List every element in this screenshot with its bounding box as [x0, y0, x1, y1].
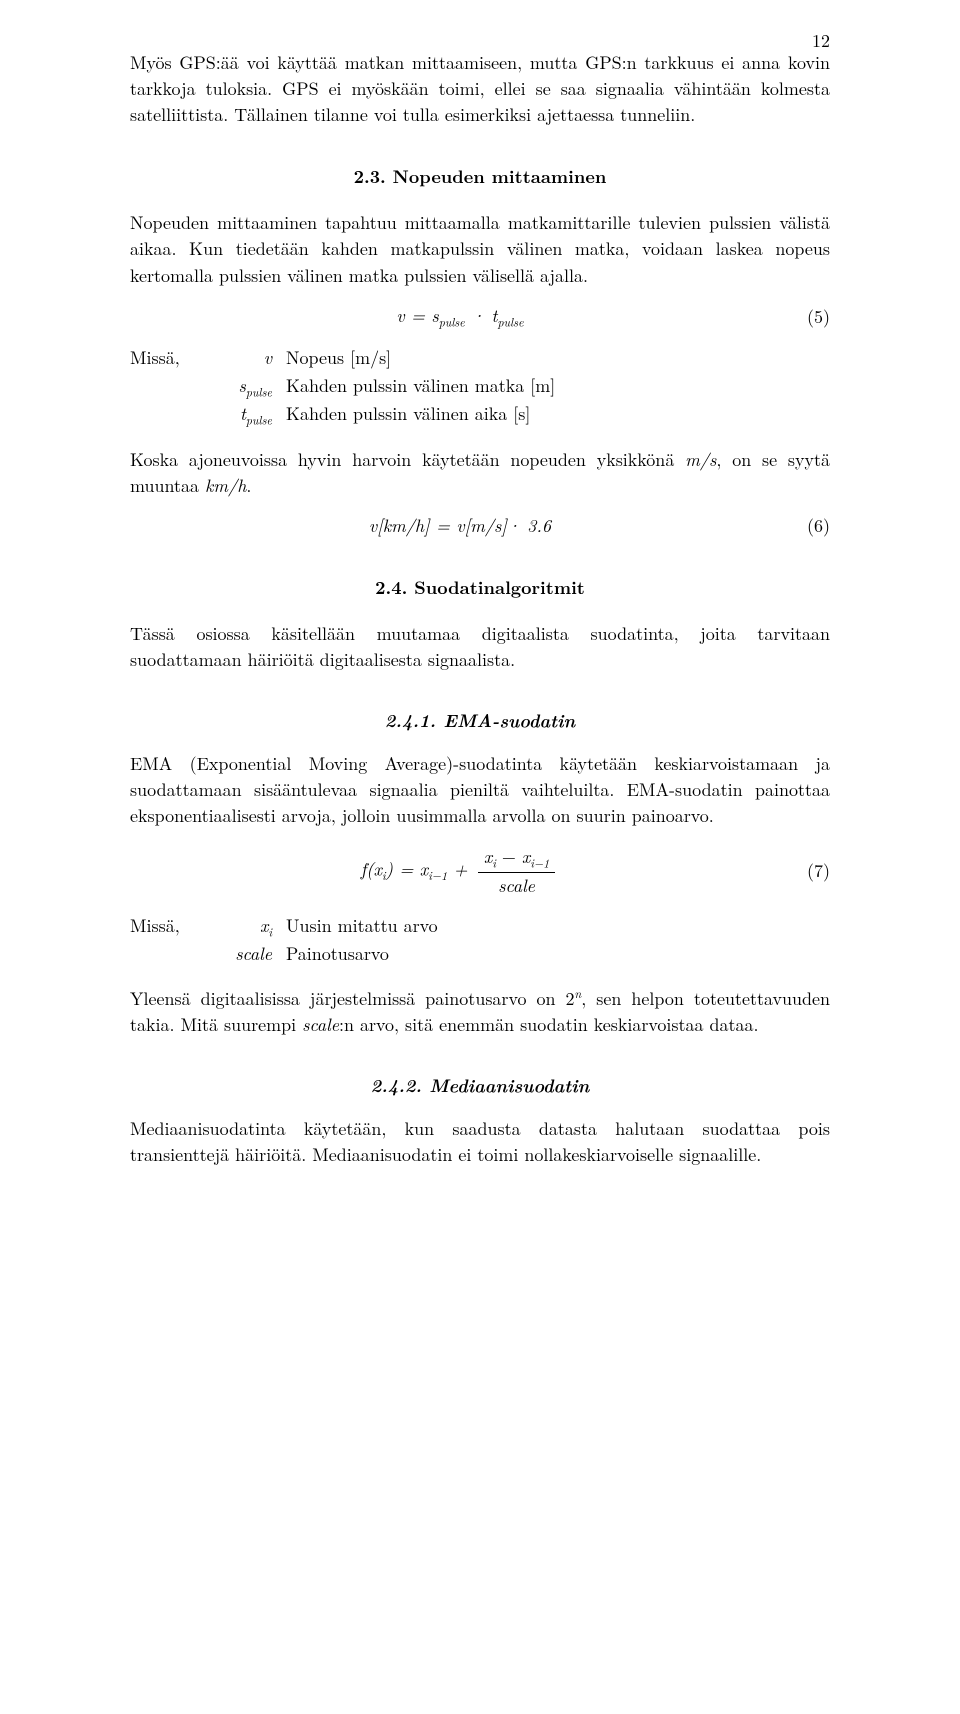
- where-desc: Uusin mitattu arvo: [286, 913, 830, 941]
- where-symbol: xi: [202, 913, 286, 941]
- equation-body: v = spulse · tpulse: [130, 303, 790, 331]
- equation-number: (5): [790, 304, 830, 330]
- section-heading-2-4: 2.4. Suodatinalgoritmit: [130, 575, 830, 601]
- section-heading-2-3: 2.3. Nopeuden mittaaminen: [130, 164, 830, 190]
- equation-5: v = spulse · tpulse (5): [130, 303, 830, 331]
- body-paragraph: EMA (Exponential Moving Average)-suodati…: [130, 751, 830, 829]
- body-paragraph: Mediaanisuodatinta käytetään, kun saadus…: [130, 1116, 830, 1168]
- where-desc: Kahden pulssin välinen aika [s]: [286, 401, 830, 429]
- eq5-dot: ·: [471, 303, 485, 328]
- equation-number: (7): [790, 858, 830, 884]
- document-page: 12 Myös GPS:ää voi käyttää matkan mittaa…: [0, 0, 960, 1242]
- where-table-eq7: Missä, xi Uusin mitattu arvo scale Paino…: [130, 913, 830, 967]
- where-desc: Painotusarvo: [286, 941, 830, 967]
- equation-body: f(xi) = xi−1 + xi − xi−1 scale: [130, 844, 790, 899]
- where-desc: Nopeus [m/s]: [286, 345, 830, 373]
- equation-7: f(xi) = xi−1 + xi − xi−1 scale (7): [130, 844, 830, 899]
- where-label: Missä,: [130, 913, 202, 941]
- where-symbol: tpulse: [202, 401, 286, 429]
- where-table-eq5: Missä, v Nopeus [m/s] spulse Kahden puls…: [130, 345, 830, 429]
- page-number: 12: [812, 28, 830, 54]
- equation-number: (6): [790, 513, 830, 539]
- equation-6: v[km/h] = v[m/s]· 3.6 (6): [130, 513, 830, 539]
- where-symbol: spulse: [202, 373, 286, 401]
- eq5-s: s: [431, 303, 438, 328]
- where-symbol: v: [202, 345, 286, 373]
- eq5-s-sub: pulse: [439, 313, 465, 330]
- eq5-eq: =: [411, 303, 425, 328]
- where-label: Missä,: [130, 345, 202, 373]
- eq5-lhs: v: [396, 303, 404, 328]
- body-paragraph: Yleensä digitaalisissa järjestelmissä pa…: [130, 985, 830, 1038]
- subsection-heading-2-4-1: 2.4.1. EMA-suodatin: [130, 707, 830, 733]
- body-paragraph: Myös GPS:ää voi käyttää matkan mittaamis…: [130, 50, 830, 128]
- equation-body: v[km/h] = v[m/s]· 3.6: [130, 513, 790, 539]
- body-paragraph: Koska ajoneuvoissa hyvin harvoin käytetä…: [130, 447, 830, 499]
- eq5-t-sub: pulse: [498, 313, 524, 330]
- body-paragraph: Nopeuden mittaaminen tapahtuu mittaamall…: [130, 210, 830, 288]
- body-paragraph: Tässä osiossa käsitellään muutamaa digit…: [130, 621, 830, 673]
- subsection-heading-2-4-2: 2.4.2. Mediaanisuodatin: [130, 1072, 830, 1098]
- where-desc: Kahden pulssin välinen matka [m]: [286, 373, 830, 401]
- where-symbol: scale: [202, 941, 286, 967]
